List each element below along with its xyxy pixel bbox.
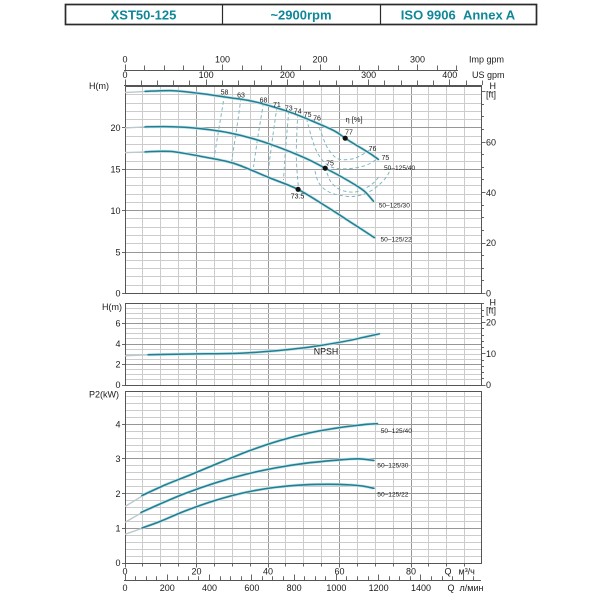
svg-text:73.5: 73.5 bbox=[291, 193, 305, 200]
svg-text:Imp gpm: Imp gpm bbox=[469, 55, 504, 65]
svg-text:л/мин: л/мин bbox=[460, 583, 484, 593]
svg-text:0: 0 bbox=[122, 55, 127, 65]
svg-text:0: 0 bbox=[486, 380, 491, 390]
svg-text:50–125/30: 50–125/30 bbox=[377, 463, 409, 470]
svg-text:XST50-125: XST50-125 bbox=[111, 7, 177, 22]
svg-text:20: 20 bbox=[191, 567, 201, 577]
svg-text:75: 75 bbox=[304, 112, 312, 119]
svg-text:60: 60 bbox=[334, 567, 344, 577]
svg-text:20: 20 bbox=[486, 318, 496, 328]
svg-text:[ft]: [ft] bbox=[486, 306, 496, 316]
svg-text:50–125/40: 50–125/40 bbox=[381, 428, 413, 435]
svg-text:~2900rpm: ~2900rpm bbox=[270, 7, 331, 22]
svg-text:50–125/22: 50–125/22 bbox=[377, 492, 409, 499]
svg-text:40: 40 bbox=[263, 567, 273, 577]
svg-text:0: 0 bbox=[122, 583, 127, 593]
svg-text:10: 10 bbox=[110, 206, 120, 216]
svg-text:200: 200 bbox=[280, 70, 295, 80]
svg-text:80: 80 bbox=[406, 567, 416, 577]
svg-text:200: 200 bbox=[313, 55, 328, 65]
svg-text:400: 400 bbox=[202, 583, 217, 593]
svg-text:76: 76 bbox=[369, 146, 377, 153]
svg-text:68: 68 bbox=[260, 98, 268, 105]
svg-text:300: 300 bbox=[361, 70, 376, 80]
svg-text:0: 0 bbox=[115, 289, 120, 299]
svg-text:Q: Q bbox=[447, 583, 454, 593]
svg-text:NPSH: NPSH bbox=[314, 346, 338, 356]
svg-text:74: 74 bbox=[294, 109, 302, 116]
svg-text:4: 4 bbox=[115, 339, 120, 349]
svg-text:1400: 1400 bbox=[411, 583, 431, 593]
svg-text:60: 60 bbox=[486, 137, 496, 147]
svg-text:77: 77 bbox=[345, 130, 353, 137]
svg-text:100: 100 bbox=[215, 55, 230, 65]
svg-text:100: 100 bbox=[199, 70, 214, 80]
svg-text:0: 0 bbox=[115, 380, 120, 390]
svg-text:0: 0 bbox=[115, 558, 120, 568]
svg-text:H: H bbox=[490, 298, 497, 308]
svg-text:50–125/22: 50–125/22 bbox=[381, 237, 413, 244]
svg-text:η [%]: η [%] bbox=[345, 115, 362, 124]
svg-text:50–125/40: 50–125/40 bbox=[384, 165, 416, 172]
svg-text:1200: 1200 bbox=[369, 583, 389, 593]
svg-text:10: 10 bbox=[486, 349, 496, 359]
svg-text:ISO 9906 Annex A: ISO 9906 Annex A bbox=[401, 7, 516, 22]
svg-text:H: H bbox=[490, 81, 497, 91]
svg-text:50–125/30: 50–125/30 bbox=[379, 203, 411, 210]
svg-text:м³/ч: м³/ч bbox=[459, 567, 476, 577]
svg-text:2: 2 bbox=[115, 489, 120, 499]
svg-text:75: 75 bbox=[326, 160, 334, 167]
svg-text:0: 0 bbox=[486, 289, 491, 299]
svg-text:75: 75 bbox=[382, 155, 390, 162]
svg-text:US gpm: US gpm bbox=[472, 70, 505, 80]
svg-text:600: 600 bbox=[244, 583, 259, 593]
svg-text:40: 40 bbox=[486, 188, 496, 198]
svg-text:5: 5 bbox=[115, 247, 120, 257]
svg-text:400: 400 bbox=[442, 70, 457, 80]
svg-text:P2(kW): P2(kW) bbox=[89, 389, 119, 399]
svg-text:H(m): H(m) bbox=[102, 302, 122, 312]
svg-text:Q: Q bbox=[444, 567, 451, 577]
svg-text:71: 71 bbox=[273, 102, 281, 109]
svg-text:4: 4 bbox=[115, 419, 120, 429]
svg-text:2: 2 bbox=[115, 360, 120, 370]
svg-text:800: 800 bbox=[287, 583, 302, 593]
svg-text:[ft]: [ft] bbox=[486, 90, 496, 100]
svg-text:1: 1 bbox=[115, 524, 120, 534]
svg-text:63: 63 bbox=[237, 93, 245, 100]
svg-text:6: 6 bbox=[115, 319, 120, 329]
svg-text:15: 15 bbox=[110, 165, 120, 175]
svg-text:200: 200 bbox=[160, 583, 175, 593]
svg-text:76: 76 bbox=[313, 116, 321, 123]
svg-text:300: 300 bbox=[410, 55, 425, 65]
svg-text:0: 0 bbox=[122, 70, 127, 80]
svg-text:20: 20 bbox=[486, 238, 496, 248]
svg-text:58: 58 bbox=[221, 90, 229, 97]
svg-text:0: 0 bbox=[122, 567, 127, 577]
svg-text:20: 20 bbox=[110, 123, 120, 133]
svg-text:1000: 1000 bbox=[326, 583, 346, 593]
svg-text:H(m): H(m) bbox=[89, 81, 109, 91]
svg-text:73: 73 bbox=[285, 106, 293, 113]
svg-text:3: 3 bbox=[115, 454, 120, 464]
